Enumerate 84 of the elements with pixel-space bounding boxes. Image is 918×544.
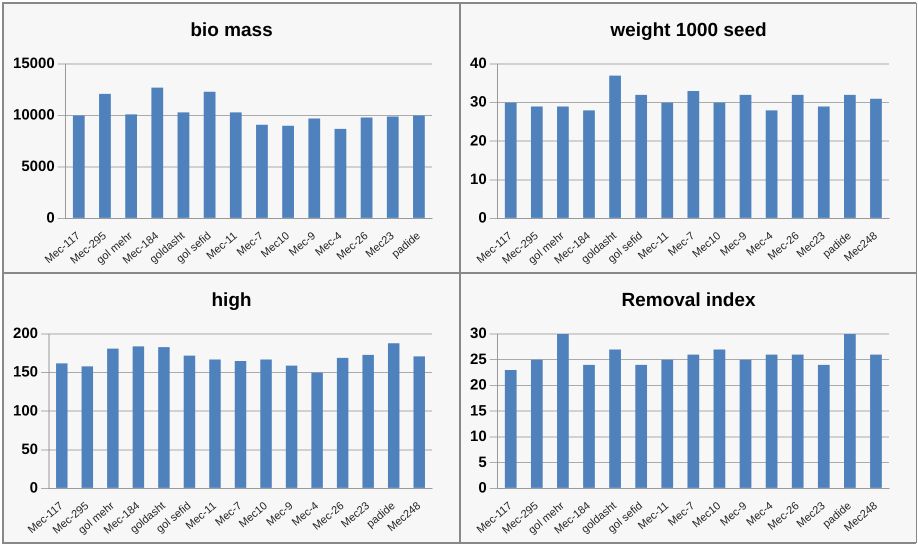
y-tick-label: 30 [470,94,487,111]
bar [818,106,830,218]
bar [282,126,294,218]
y-tick-label: 5 [478,454,487,471]
bar [583,110,595,218]
bar [256,124,268,218]
bar [661,360,674,488]
y-tick-label: 0 [30,480,38,497]
bar [740,360,752,488]
y-tick-label: 10 [470,428,487,446]
y-tick-label: 0 [478,210,487,227]
bar [766,110,778,218]
bar [504,370,517,488]
y-tick-label: 20 [470,376,487,394]
bar [56,363,68,488]
bar [151,88,164,218]
y-tick-label: 50 [21,440,38,458]
bar [107,348,119,488]
bar [388,343,400,488]
bar [687,91,700,218]
y-tick-label: 25 [470,350,487,368]
bar [72,115,85,218]
bar [766,354,778,488]
y-tick-label: 100 [12,402,38,420]
y-tick-label: 0 [478,480,487,497]
y-tick-label: 20 [470,132,487,150]
bar [557,106,569,218]
y-tick-label: 0 [46,210,55,227]
bar [158,347,170,488]
y-tick-label: 10 [470,170,487,188]
chart-title: bio mass [189,20,274,42]
bar [178,112,190,218]
bar [557,334,569,488]
y-tick-label: 5000 [21,158,55,176]
y-tick-label: 15000 [12,55,55,72]
bar [609,76,621,218]
y-tick-label: 10000 [12,106,55,124]
bar [132,346,144,488]
bar [844,334,856,488]
bar [260,359,272,488]
bar [286,366,298,488]
bar [308,118,320,218]
y-tick-label: 40 [470,55,487,72]
chart-title: high [210,290,253,312]
bar [661,102,674,218]
bar [362,354,374,488]
bar [687,354,700,488]
bar [609,349,621,488]
bar [386,116,399,218]
bar [334,128,346,218]
bar [234,361,246,488]
bar [818,364,830,488]
bar [125,114,138,218]
chart-title: weight 1000 seed [609,20,768,42]
bar [413,115,425,218]
bar [204,92,216,218]
bar [530,360,543,488]
bar [870,354,882,488]
bar [714,349,726,488]
bar [870,98,882,218]
bar [230,112,242,218]
bar [792,354,804,488]
bar [82,366,94,488]
bar [184,356,196,488]
bar [635,94,648,218]
bar [413,356,425,488]
bar [530,106,543,218]
y-tick-label: 200 [12,325,38,342]
bar [336,358,348,488]
bar [635,364,648,488]
bar [714,102,726,218]
y-tick-label: 30 [470,325,487,342]
bar [504,102,517,218]
bar [583,364,595,488]
bar [792,94,804,218]
bar [844,94,856,218]
bar [311,372,323,488]
y-tick-label: 150 [12,364,38,381]
chart-title: Removal index [620,290,757,312]
y-tick-label: 15 [470,402,487,420]
bar [99,94,111,218]
bar [360,118,372,218]
bar [209,359,221,488]
bar [740,94,752,218]
